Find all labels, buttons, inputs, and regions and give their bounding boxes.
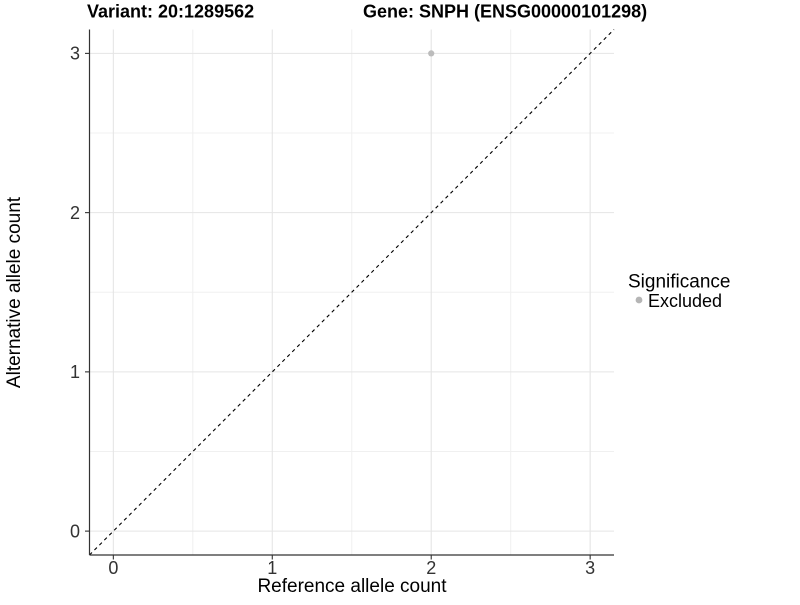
- x-tick-label: 3: [585, 558, 595, 578]
- x-tick-label: 1: [267, 558, 277, 578]
- legend-title: Significance: [628, 272, 730, 293]
- y-tick-label: 1: [70, 362, 80, 382]
- plot-title-gene: Gene: SNPH (ENSG00000101298): [363, 2, 647, 22]
- y-tick-label: 3: [70, 44, 80, 64]
- plot-title-variant: Variant: 20:1289562: [87, 2, 254, 22]
- y-axis-title: Alternative allele count: [4, 196, 25, 388]
- y-tick-label: 2: [70, 203, 80, 223]
- legend-marker-excluded-icon: [635, 296, 643, 304]
- x-tick-label: 2: [426, 558, 436, 578]
- identity-line: [89, 29, 615, 556]
- y-tick-label: 0: [70, 521, 80, 541]
- plot-panel: 0 1 2 3 0 1 2 3: [70, 29, 615, 578]
- x-tick-label: 0: [108, 558, 118, 578]
- data-point: [428, 50, 435, 57]
- legend: Significance Excluded: [628, 272, 730, 312]
- legend-entry-excluded: Excluded: [648, 291, 722, 311]
- x-axis-title: Reference allele count: [257, 576, 447, 597]
